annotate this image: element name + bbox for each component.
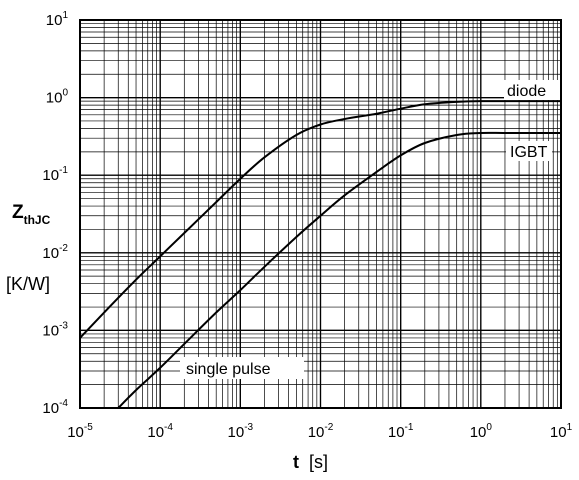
- plot-area-frame: [79, 19, 562, 409]
- diode-curve-label-group: diode: [504, 80, 560, 100]
- diode-curve: [79, 100, 561, 339]
- svg-text:t[s]: t [s]: [293, 452, 328, 472]
- x-axis-symbol: t: [293, 452, 299, 472]
- grid: [80, 20, 561, 408]
- y-axis-subscript: thJC: [24, 213, 51, 227]
- x-tick-label: 10-5: [67, 422, 93, 441]
- y-tick-label: 10-3: [42, 320, 68, 339]
- y-tick-label: 10-4: [42, 398, 68, 417]
- y-tick-label: 101: [46, 10, 69, 29]
- x-tick-label: 10-1: [388, 422, 414, 441]
- y-axis-unit: [K/W]: [6, 274, 50, 294]
- x-axis-unit: [s]: [309, 452, 328, 472]
- x-tick-label: 10-3: [228, 422, 254, 441]
- igbt-curve-label: IGBT: [510, 144, 548, 161]
- y-axis-label: ZthJC [K/W]: [6, 202, 51, 294]
- x-tick-label: 10-2: [308, 422, 334, 441]
- x-tick-label: 101: [550, 422, 573, 441]
- igbt-curve: [117, 131, 561, 409]
- y-tick-label: 10-1: [42, 165, 68, 184]
- diode-curve-label: diode: [507, 83, 546, 100]
- curves: [79, 100, 561, 409]
- x-tick-label: 10-4: [147, 422, 173, 441]
- y-tick-label: 10-2: [42, 243, 68, 262]
- single-pulse-annotation: single pulse: [180, 357, 304, 379]
- x-axis-label: t [s]: [293, 452, 328, 472]
- x-tick-labels: 10-5 10-4 10-3 10-2 10-1 100 101: [67, 422, 572, 441]
- x-tick-label: 100: [470, 422, 493, 441]
- single-pulse-label: single pulse: [186, 361, 271, 378]
- y-axis-symbol: Z: [12, 202, 24, 223]
- y-tick-labels: 10-4 10-3 10-2 10-1 100 101: [42, 10, 68, 417]
- y-tick-label: 100: [46, 88, 69, 107]
- svg-text:ZthJC: ZthJC: [12, 202, 51, 227]
- igbt-curve-label-group: IGBT: [506, 141, 552, 161]
